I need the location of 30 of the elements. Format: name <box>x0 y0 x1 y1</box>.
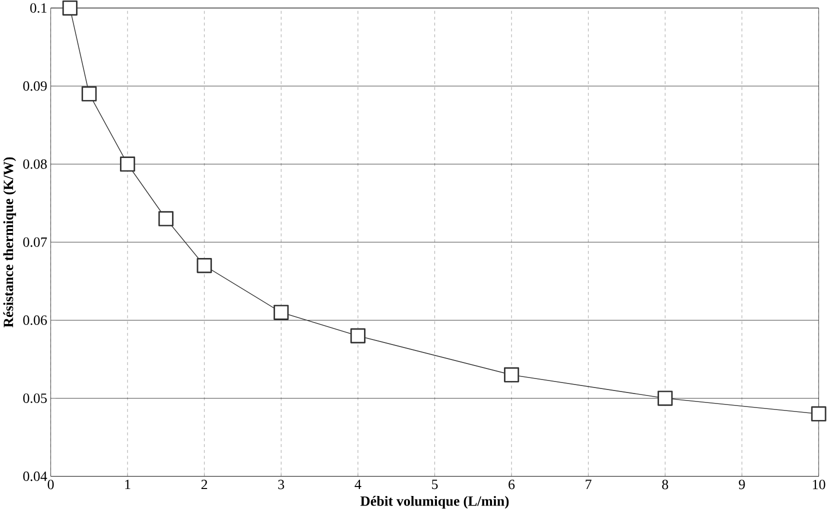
y-tick-label: 0.04 <box>23 472 48 482</box>
x-tick-label: 5 <box>432 480 438 490</box>
y-tick-label: 0.09 <box>23 81 47 91</box>
y-tick-label: 0.08 <box>23 159 47 169</box>
x-tick-label: 6 <box>508 480 515 490</box>
x-tick-label: 2 <box>201 480 208 490</box>
x-tick-label: 8 <box>662 480 668 490</box>
y-tick-label: 0.06 <box>23 315 47 326</box>
point <box>811 406 826 422</box>
x-axis-title: Débit volumique (L/min) <box>360 496 509 509</box>
x-tick-label: 4 <box>354 480 362 490</box>
point <box>196 258 212 274</box>
point <box>658 390 673 406</box>
point <box>120 156 136 172</box>
x-tick-label: 7 <box>586 480 592 489</box>
x-tick-label: 1 <box>125 480 130 490</box>
y-axis-title: Résistance thermique (K/W) <box>3 157 16 328</box>
y-tick-label: 0.1 <box>30 3 46 13</box>
point <box>504 367 520 382</box>
point <box>350 328 366 344</box>
x-tick-label: 0 <box>48 480 54 490</box>
point <box>158 211 174 226</box>
x-tick-label: 3 <box>278 480 284 490</box>
x-tick-label: 10 <box>812 480 826 490</box>
point <box>82 86 97 102</box>
y-tick-label: 0.07 <box>23 237 47 247</box>
point <box>62 0 78 16</box>
x-tick-label: 9 <box>738 480 745 490</box>
y-tick-label: 0.05 <box>23 394 47 404</box>
point <box>274 304 289 320</box>
